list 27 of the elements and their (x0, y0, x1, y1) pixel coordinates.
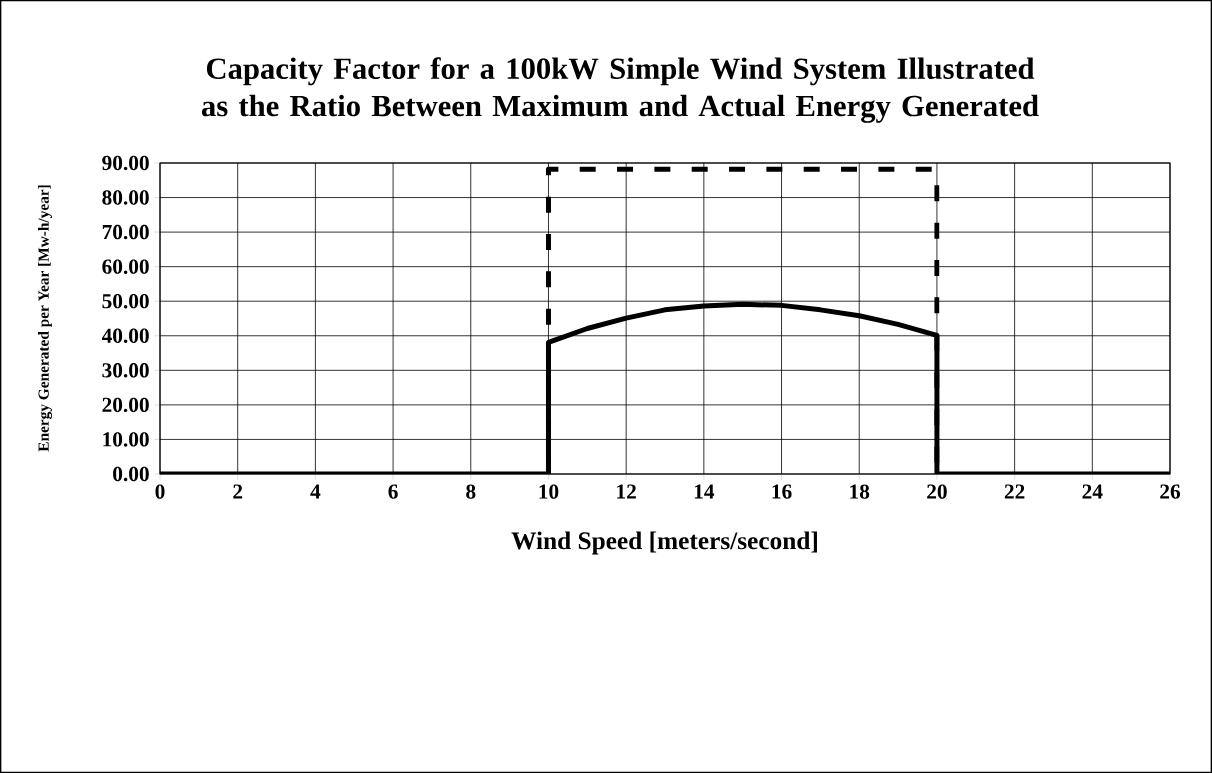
x-tick-label: 8 (466, 484, 476, 499)
x-tick-label: 26 (1160, 484, 1181, 499)
x-tick-label: 4 (310, 484, 321, 499)
x-tick-label: 0 (155, 484, 165, 499)
y-tick-label: 50.00 (102, 293, 149, 309)
x-tick-label: 6 (388, 484, 398, 499)
y-tick-label: 0.00 (113, 466, 149, 482)
y-tick-label: 60.00 (102, 259, 149, 274)
x-axis-title: Wind Speed [meters/second] (511, 531, 817, 555)
x-tick-label: 14 (694, 484, 715, 499)
x-tick-label: 18 (850, 484, 870, 499)
x-tick-label: 20 (927, 484, 947, 499)
x-tick-label: 16 (772, 484, 792, 499)
y-tick-label: 90.00 (102, 155, 149, 171)
x-tick-label: 2 (233, 484, 243, 499)
x-tick-label: 10 (539, 484, 559, 499)
chart-title: Capacity Factor for a 100kW Simple Wind System Illustrated as the Ratio Between Maximum and Actual Energy Generated (201, 57, 1039, 123)
y-tick-label: 20.00 (102, 397, 149, 413)
x-tick-label: 22 (1004, 484, 1025, 499)
x-tick-label: 24 (1082, 484, 1103, 499)
y-tick-label: 70.00 (102, 224, 149, 240)
y-tick-label: 80.00 (102, 190, 149, 205)
y-tick-label: 30.00 (102, 363, 149, 378)
y-tick-label: 40.00 (101, 328, 149, 343)
y-axis-title: Energy Generated per Year [Mw-h/year] (37, 185, 53, 452)
x-tick-label: 12 (617, 484, 636, 499)
y-tick-label: 10.00 (103, 432, 149, 447)
